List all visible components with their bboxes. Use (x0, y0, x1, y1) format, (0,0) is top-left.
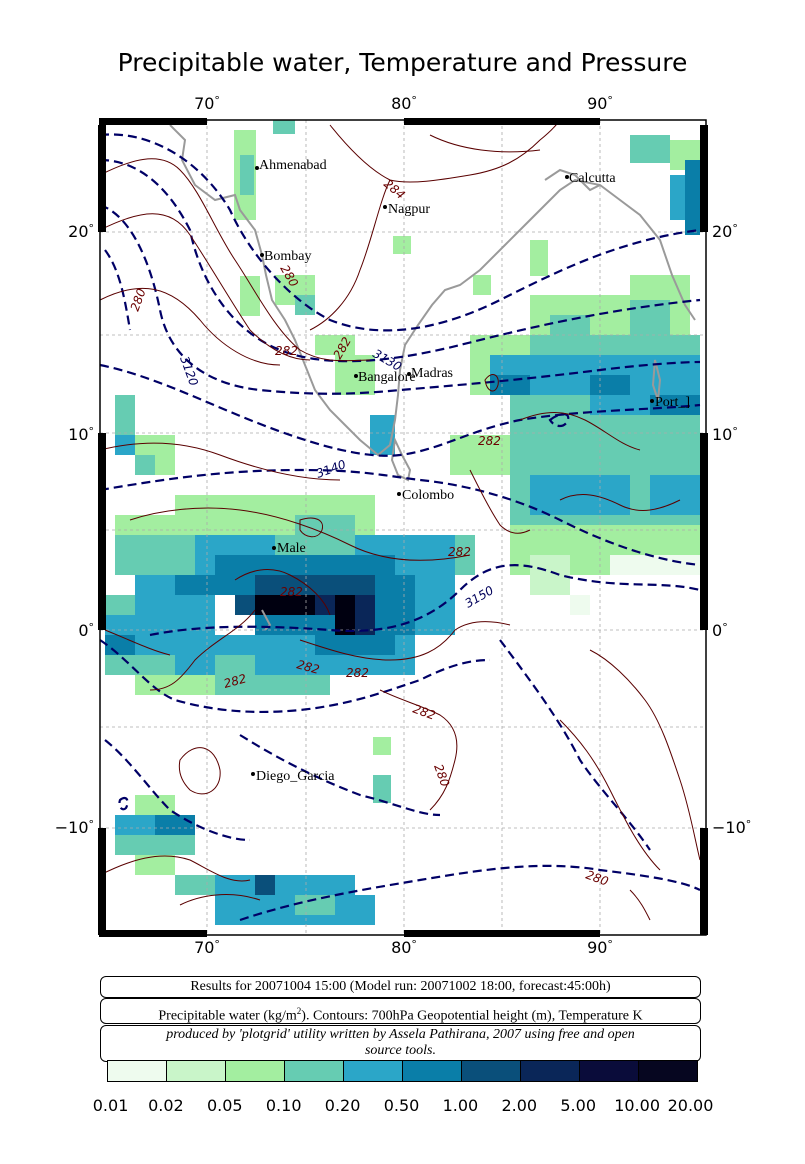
lat-tick-right-0: 0° (712, 621, 728, 640)
height-label: 3120 (177, 354, 201, 388)
lat-tick-left-10: 10° (68, 425, 94, 444)
lon-tick-bottom-80: 80° (391, 938, 417, 957)
city-label-port-blair: Port_] (655, 395, 690, 410)
city-marker (407, 372, 411, 376)
city-label-male: Male (277, 541, 306, 556)
temperature-label: 282 (275, 344, 298, 358)
city-label-diego-garcia: Diego_Garcia (256, 769, 335, 784)
legend-color-segment (462, 1061, 521, 1081)
city-label-bangalore: Bangalore (358, 370, 416, 385)
legend-color-segment (285, 1061, 344, 1081)
legend-tick-label: 10.00 (614, 1096, 660, 1115)
city-marker (650, 399, 654, 403)
city-label-ahmenabad: Ahmenabad (259, 158, 327, 173)
temperature-label: 280 (431, 762, 452, 789)
frame-scale-bars (98, 118, 708, 937)
map-panel: 3130 3120 3140 3150 284 280 280 282 282 … (98, 118, 708, 937)
legend-tick-label: 0.02 (148, 1096, 184, 1115)
legend-color-segment (167, 1061, 226, 1081)
city-label-madras: Madras (411, 366, 453, 381)
city-marker (260, 253, 264, 257)
coastline (169, 124, 696, 631)
temperature-label: 282 (280, 585, 303, 599)
height-label: 3140 (314, 457, 348, 481)
temperature-label: 282 (448, 545, 471, 559)
city-marker (383, 205, 387, 209)
lat-tick-left-minus10: −10° (54, 818, 94, 837)
lat-tick-right-10: 10° (712, 425, 738, 444)
legend-color-segment (344, 1061, 403, 1081)
legend-tick-label: 0.01 (92, 1096, 129, 1115)
city-label-colombo: Colombo (402, 488, 455, 503)
legend-color-segment (580, 1061, 639, 1081)
lon-tick-bottom-70: 70° (194, 938, 220, 957)
city-label-bombay: Bombay (264, 249, 312, 264)
height-label: 3150 (463, 583, 497, 611)
height-contours (99, 133, 701, 922)
lat-tick-right-minus10: −10° (712, 818, 752, 837)
city-label-calcutta: Calcutta (569, 171, 616, 186)
legend-tick-label: 5.00 (560, 1096, 596, 1115)
color-scale-legend (107, 1060, 698, 1082)
temperature-label: 280 (128, 286, 149, 313)
temperature-label: 282 (478, 434, 501, 448)
legend-tick-label: 20.00 (667, 1096, 714, 1115)
lat-tick-left-20: 20° (68, 222, 94, 241)
city-marker (397, 492, 401, 496)
city-label-nagpur: Nagpur (388, 202, 430, 217)
legend-tick-label: 0.20 (324, 1096, 361, 1115)
temperature-label: 282 (222, 671, 248, 690)
graticule (100, 120, 706, 935)
temperature-label: 282 (295, 657, 321, 676)
legend-color-segment (108, 1061, 167, 1081)
legend-color-segment (226, 1061, 285, 1081)
legend-tick-label: 0.05 (206, 1096, 243, 1115)
city-marker (272, 546, 276, 550)
legend-tick-label: 2.00 (501, 1096, 538, 1115)
lon-tick-top-70: 70° (194, 94, 220, 113)
city-marker (255, 166, 259, 170)
lon-tick-top-90: 90° (587, 94, 613, 113)
legend-tick-label: 0.10 (265, 1096, 302, 1115)
temperature-label: 282 (346, 666, 369, 680)
legend-color-segment (403, 1061, 462, 1081)
legend-color-segment (639, 1061, 697, 1081)
lat-tick-left-0: 0° (78, 621, 94, 640)
temperature-label: 282 (411, 702, 437, 723)
legend-color-segment (521, 1061, 580, 1081)
temperature-contours (99, 119, 701, 921)
credit-info-box: produced by 'plotgrid' utility written b… (100, 1025, 701, 1062)
city-marker (354, 374, 358, 378)
legend-tick-label: 0.50 (383, 1096, 420, 1115)
lon-tick-top-80: 80° (391, 94, 417, 113)
description-info-box: Precipitable water (kg/m2). Contours: 70… (100, 998, 701, 1024)
city-marker (565, 175, 569, 179)
legend-tick-label: 1.00 (442, 1096, 479, 1115)
city-marker (251, 772, 255, 776)
results-info-box: Results for 20071004 15:00 (Model run: 2… (100, 976, 701, 998)
page-title: Precipitable water, Temperature and Pres… (117, 48, 688, 77)
lon-tick-bottom-90: 90° (587, 938, 613, 957)
lat-tick-right-20: 20° (712, 222, 738, 241)
